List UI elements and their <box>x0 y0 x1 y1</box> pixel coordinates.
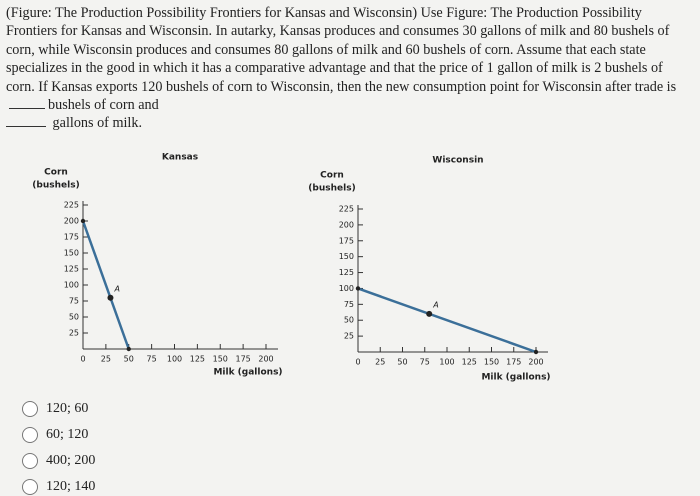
x-tick-label: 175 <box>235 355 250 364</box>
y-tick-label: 125 <box>64 265 79 274</box>
y-tick-label: 200 <box>64 217 79 226</box>
x-tick-label: 200 <box>258 355 273 364</box>
y-tick-label: 100 <box>339 284 354 293</box>
y-tick-label: 200 <box>339 220 354 229</box>
x-tick-label: 50 <box>397 358 407 367</box>
y-tick-label: 75 <box>69 297 79 306</box>
y-tick-label: 50 <box>344 316 354 325</box>
y-tick-label: 225 <box>64 201 79 210</box>
endpoint <box>355 286 361 291</box>
chart-title: Wisconsin <box>432 156 483 166</box>
y-tick-label: 75 <box>344 300 354 309</box>
y-axis-label: Corn <box>44 168 68 178</box>
x-tick-label: 175 <box>506 358 521 367</box>
y-tick-label: 150 <box>64 249 79 258</box>
x-tick-label: 125 <box>190 355 205 364</box>
x-tick-label: 25 <box>101 355 111 364</box>
x-tick-label: 150 <box>213 355 228 364</box>
y-tick-label: 175 <box>64 233 79 242</box>
radio-button[interactable] <box>22 427 38 443</box>
x-tick-label: 75 <box>147 355 157 364</box>
option[interactable]: 60; 120 <box>22 427 88 443</box>
ppf-line <box>357 287 537 354</box>
point-label: A <box>432 300 438 309</box>
x-tick-label: 100 <box>167 355 182 364</box>
x-tick-label: 75 <box>420 358 430 367</box>
y-axis-label: (bushels) <box>308 184 355 194</box>
option-text[interactable]: 120; 140 <box>46 479 96 494</box>
x-tick-label: 25 <box>375 358 385 367</box>
ppf-line <box>81 220 130 350</box>
point <box>426 310 433 317</box>
chart-title: Kansas <box>162 153 198 163</box>
x-tick-label: 0 <box>80 355 85 364</box>
answer-blank <box>6 126 46 128</box>
x-axis-label: Milk (gallons) <box>481 373 550 383</box>
question-text: bushels of corn and <box>48 97 159 114</box>
endpoint <box>126 346 131 352</box>
y-tick-label: 25 <box>344 332 354 341</box>
question: (Figure: The Production Possibility Fron… <box>6 4 690 133</box>
endpoint <box>533 349 539 355</box>
answer-blank <box>9 108 45 110</box>
y-tick-label: 50 <box>69 313 79 322</box>
option[interactable]: 120; 140 <box>22 479 95 495</box>
y-tick-label: 25 <box>69 329 79 338</box>
question-text: gallons of milk. <box>52 115 143 132</box>
y-axis-label: Corn <box>320 171 344 181</box>
y-tick-label: 225 <box>339 205 354 214</box>
option-text[interactable]: 60; 120 <box>46 427 89 442</box>
y-tick-label: 175 <box>339 236 354 245</box>
x-tick-label: 50 <box>124 355 134 364</box>
y-axis-label: (bushels) <box>32 181 79 191</box>
option-text[interactable]: 120; 60 <box>46 401 89 416</box>
x-tick-label: 150 <box>484 358 499 367</box>
radio-button[interactable] <box>22 453 38 469</box>
option-text[interactable]: 400; 200 <box>46 453 96 468</box>
x-tick-label: 200 <box>528 358 543 367</box>
option[interactable]: 400; 200 <box>22 453 95 469</box>
x-axis-label: Milk (gallons) <box>213 368 282 378</box>
y-tick-label: 150 <box>339 252 354 261</box>
x-tick-label: 0 <box>355 358 360 367</box>
y-tick-label: 100 <box>64 281 79 290</box>
x-tick-label: 100 <box>439 358 454 367</box>
point-label: A <box>113 284 119 293</box>
radio-button[interactable] <box>22 479 38 495</box>
question-text: (Figure: The Production Possibility Fron… <box>6 5 677 95</box>
point <box>107 294 114 301</box>
option[interactable]: 120; 60 <box>22 401 88 417</box>
radio-button[interactable] <box>22 401 38 417</box>
endpoint <box>80 218 86 224</box>
x-tick-label: 125 <box>462 358 477 367</box>
y-tick-label: 125 <box>339 268 354 277</box>
